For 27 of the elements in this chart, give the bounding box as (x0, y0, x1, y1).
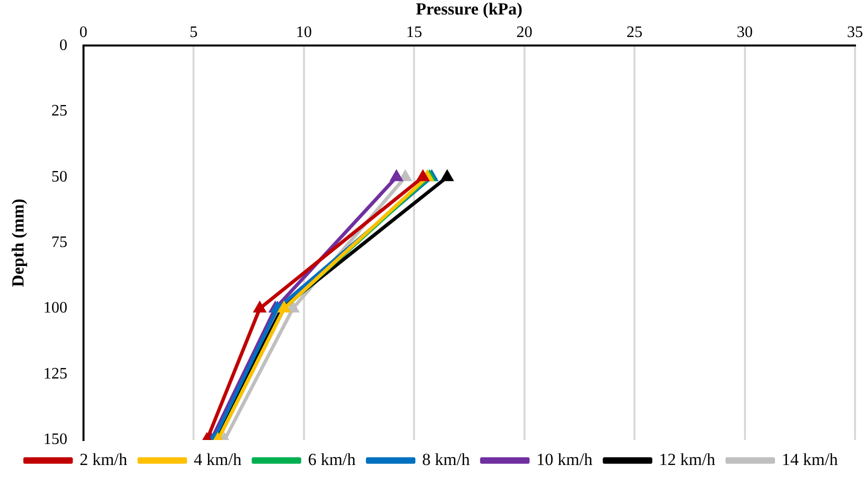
x-tick-label: 5 (190, 24, 198, 42)
legend-label: 12 km/h (659, 450, 716, 469)
y-axis-title: Depth (mm) (8, 198, 28, 287)
y-tick-label: 150 (43, 431, 68, 448)
y-tick-label: 50 (51, 168, 68, 186)
legend-label: 8 km/h (422, 450, 470, 469)
point (390, 170, 404, 182)
x-tick-label: 15 (406, 24, 422, 42)
y-tick-label: 125 (43, 365, 68, 382)
y-tick-label: 100 (43, 300, 68, 317)
y-tick-label: 25 (51, 102, 68, 120)
legend-label: 6 km/h (308, 450, 356, 469)
x-tick-label: 30 (736, 24, 753, 42)
legend-label: 2 km/h (80, 450, 128, 469)
x-tick-label: 35 (847, 24, 863, 42)
x-axis-title: Pressure (kPa) (416, 0, 522, 19)
legend-label: 4 km/h (194, 450, 242, 469)
point (416, 170, 430, 182)
legend-label: 10 km/h (536, 450, 594, 469)
x-tick-label: 20 (516, 24, 532, 42)
point (253, 301, 266, 313)
x-tick-label: 0 (79, 24, 88, 42)
y-tick-label: 75 (51, 234, 68, 252)
x-tick-label: 25 (626, 24, 643, 42)
y-tick-label: 0 (59, 36, 68, 54)
legend-label: 14 km/h (782, 450, 838, 469)
x-tick-label: 10 (296, 24, 312, 42)
